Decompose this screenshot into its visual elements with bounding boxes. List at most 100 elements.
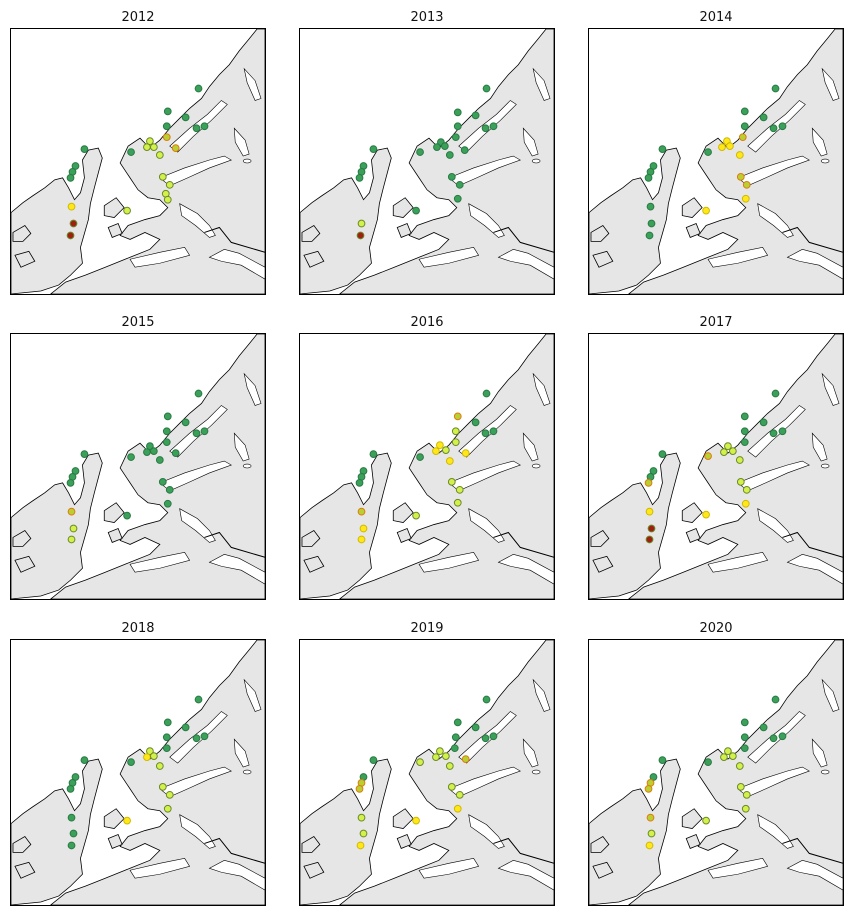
site-marker: [436, 747, 444, 756]
site-marker: [455, 485, 464, 494]
site-marker: [702, 816, 710, 825]
site-marker: [181, 418, 190, 427]
border-line: [493, 226, 554, 253]
site-marker: [162, 133, 171, 142]
site-marker: [740, 412, 749, 421]
site-marker: [192, 124, 201, 133]
site-marker: [647, 524, 656, 533]
border-line: [493, 837, 554, 864]
site-marker: [489, 122, 498, 131]
site-marker: [724, 747, 732, 756]
fjord-water: [786, 554, 843, 585]
site-marker: [489, 732, 498, 741]
map-frame: [10, 639, 266, 906]
fjord-water: [208, 249, 265, 280]
map-frame: [588, 639, 844, 906]
site-marker: [471, 418, 480, 427]
site-marker: [771, 695, 780, 704]
site-marker: [704, 452, 712, 460]
fjord-water: [522, 432, 539, 462]
site-marker: [460, 146, 469, 154]
land-area: [301, 529, 321, 547]
land-area: [11, 452, 103, 599]
site-marker: [163, 107, 172, 116]
land-area: [103, 197, 125, 219]
fjord-water: [737, 155, 810, 187]
site-marker: [740, 107, 749, 116]
site-marker: [412, 511, 420, 520]
fjord-water: [468, 508, 505, 543]
site-marker: [453, 412, 462, 421]
site-marker: [759, 113, 768, 122]
site-marker: [735, 151, 744, 159]
land-area: [392, 197, 414, 219]
map-svg: [11, 640, 265, 905]
site-marker: [461, 755, 470, 763]
site-marker: [194, 389, 203, 398]
site-marker: [742, 790, 751, 799]
site-marker: [165, 790, 174, 799]
panel-title: 2016: [410, 315, 444, 330]
site-marker: [163, 499, 172, 508]
land-area: [12, 224, 32, 242]
site-marker: [735, 456, 744, 464]
site-marker: [718, 143, 726, 151]
fjord-water: [786, 249, 843, 280]
site-marker: [720, 448, 728, 456]
panel-title: 2012: [121, 10, 155, 25]
map-frame: [299, 639, 555, 906]
site-marker: [171, 144, 180, 152]
land-area: [681, 502, 703, 524]
site-marker: [80, 756, 89, 764]
land-area: [685, 223, 701, 238]
site-marker: [67, 813, 76, 822]
site-marker: [162, 438, 171, 447]
panel-title: 2019: [410, 621, 444, 636]
site-marker: [412, 206, 420, 215]
site-marker: [80, 145, 89, 153]
land-area: [396, 834, 412, 849]
site-marker: [158, 173, 167, 181]
fjord-water: [208, 860, 265, 891]
site-marker: [432, 753, 440, 761]
map-frame: [10, 28, 266, 295]
site-marker: [200, 427, 209, 436]
lake: [242, 158, 252, 164]
land-area: [303, 861, 325, 879]
site-marker: [155, 151, 164, 159]
fjord-water: [243, 67, 262, 101]
fjord-water: [233, 738, 250, 768]
site-marker: [445, 457, 454, 465]
site-marker: [146, 747, 154, 756]
lake: [531, 463, 541, 469]
site-marker: [453, 804, 462, 813]
fjord-water: [532, 372, 551, 406]
site-marker: [412, 816, 420, 825]
map-svg: [11, 334, 265, 599]
site-marker: [451, 427, 460, 436]
site-marker: [143, 753, 151, 761]
panel-title: 2015: [121, 315, 155, 330]
site-marker: [451, 438, 460, 447]
land-area: [339, 29, 554, 294]
land-area: [681, 197, 703, 219]
lake: [820, 769, 830, 775]
site-marker: [432, 447, 440, 455]
border-line: [204, 226, 265, 253]
site-marker: [359, 524, 368, 533]
land-area: [685, 834, 701, 849]
site-marker: [740, 427, 749, 436]
map-panel-2013: 2013: [299, 10, 555, 295]
site-marker: [658, 756, 667, 764]
site-marker: [649, 467, 658, 475]
map-frame: [10, 333, 266, 600]
fjord-water: [811, 738, 828, 768]
site-marker: [416, 148, 424, 156]
site-marker: [759, 418, 768, 427]
map-panel-2012: 2012: [10, 10, 266, 295]
land-area: [300, 147, 392, 294]
site-marker: [440, 142, 449, 150]
fjord-water: [448, 155, 521, 187]
site-marker: [741, 194, 750, 203]
land-area: [396, 223, 412, 238]
